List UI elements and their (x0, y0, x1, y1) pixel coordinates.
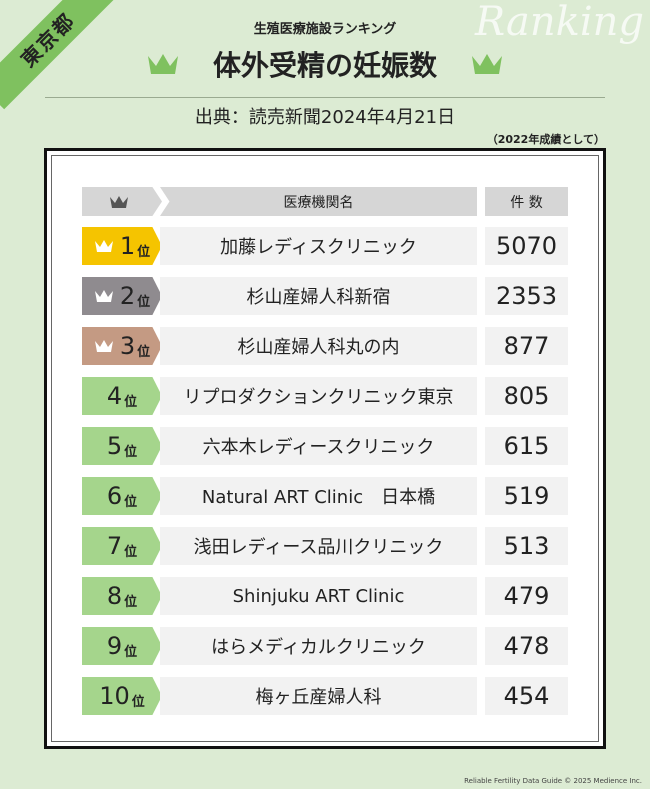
rank-suffix: 位 (124, 594, 138, 610)
pregnancy-count: 519 (485, 477, 568, 515)
rank-number: 2 (119, 282, 136, 310)
pregnancy-count: 513 (485, 527, 568, 565)
rank-suffix: 位 (124, 394, 138, 410)
clinic-name: 梅ヶ丘産婦人科 (160, 677, 477, 715)
rank-number: 1 (119, 232, 136, 260)
rank-number: 6 (106, 482, 123, 510)
rank-number: 4 (106, 382, 123, 410)
rank-suffix: 位 (124, 494, 138, 510)
pregnancy-count: 2353 (485, 277, 568, 315)
rank-suffix: 位 (124, 444, 138, 460)
crown-icon (94, 340, 113, 352)
rank-suffix: 位 (131, 694, 145, 710)
table-header: 医療機関名 件 数 (82, 187, 568, 225)
pregnancy-count: 615 (485, 427, 568, 465)
rank-suffix: 位 (124, 544, 138, 560)
rank-number: 9 (106, 632, 123, 660)
pregnancy-count: 805 (485, 377, 568, 415)
rank-number: 7 (106, 532, 123, 560)
rank-number: 10 (99, 682, 130, 710)
pregnancy-count: 478 (485, 627, 568, 665)
crown-icon (94, 240, 113, 252)
rank-badge: 10 位 (82, 677, 162, 715)
rank-number: 8 (106, 582, 123, 610)
footer: Reliable Fertility Data Guide © 2025 Med… (464, 777, 642, 785)
pregnancy-count: 877 (485, 327, 568, 365)
rank-number: 3 (119, 332, 136, 360)
ranking-watermark: Ranking (474, 0, 644, 45)
clinic-name: Shinjuku ART Clinic (160, 577, 477, 615)
subtitle: 生殖医療施設ランキング (253, 22, 397, 37)
pregnancy-count: 5070 (485, 227, 568, 265)
note: （2022年成績として） (486, 133, 605, 146)
crown-icon (472, 54, 502, 74)
crown-icon (94, 290, 113, 302)
crown-icon (148, 54, 178, 74)
region-ribbon: 東京都 (0, 0, 118, 110)
clinic-name: Natural ART Clinic 日本橋 (160, 477, 477, 515)
pregnancy-count: 479 (485, 577, 568, 615)
clinic-name: 杉山産婦人科新宿 (160, 277, 477, 315)
rank-suffix: 位 (137, 244, 151, 260)
rank-suffix: 位 (137, 294, 151, 310)
table-row: 10 位 梅ヶ丘産婦人科 454 (82, 677, 568, 715)
rank-header (82, 187, 162, 216)
pregnancy-count: 454 (485, 677, 568, 715)
clinic-name: 加藤レディスクリニック (160, 227, 477, 265)
count-header: 件 数 (485, 187, 568, 216)
clinic-name: 六本木レディースクリニック (160, 427, 477, 465)
crown-icon (110, 195, 128, 208)
divider (45, 97, 605, 98)
clinic-name: 杉山産婦人科丸の内 (160, 327, 477, 365)
source: 出典：読売新聞2024年4月21日 (194, 107, 456, 128)
clinic-name: 浅田レディース品川クリニック (160, 527, 477, 565)
rank-suffix: 位 (137, 344, 151, 360)
clinic-name: リプロダクションクリニック東京 (160, 377, 477, 415)
rank-number: 5 (106, 432, 123, 460)
name-header: 医療機関名 (160, 187, 477, 216)
rank-suffix: 位 (124, 644, 138, 660)
page-title: 体外受精の妊娠数 (212, 49, 438, 82)
clinic-name: はらメディカルクリニック (160, 627, 477, 665)
